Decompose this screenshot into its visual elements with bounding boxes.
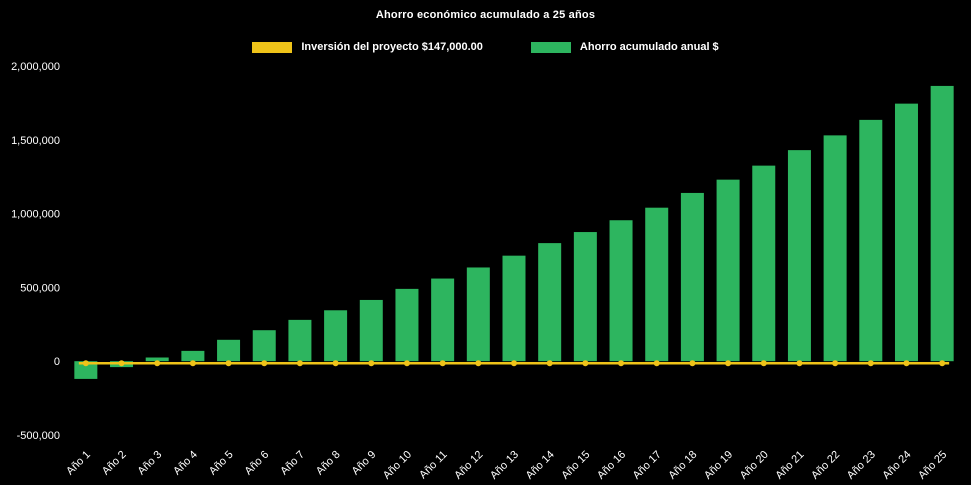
line-marker xyxy=(225,360,232,367)
line-marker xyxy=(261,360,268,367)
bar xyxy=(930,85,954,362)
x-tick-label: Año 6 xyxy=(243,449,272,478)
line-marker xyxy=(867,360,874,367)
x-tick-label: Año 19 xyxy=(702,449,735,482)
bar xyxy=(645,207,669,362)
y-tick-label: -500,000 xyxy=(17,430,60,442)
y-tick-label: 500,000 xyxy=(20,282,60,294)
x-tick-label: Año 21 xyxy=(773,449,806,482)
line-marker xyxy=(82,360,89,367)
line-marker xyxy=(725,360,732,367)
bar xyxy=(181,350,205,362)
x-tick-label: Año 22 xyxy=(809,449,842,482)
bar xyxy=(145,357,169,362)
x-tick-label: Año 18 xyxy=(666,449,699,482)
x-tick-label: Año 4 xyxy=(171,449,200,478)
bar xyxy=(716,179,740,362)
x-tick-label: Año 14 xyxy=(524,449,557,482)
x-tick-label: Año 8 xyxy=(314,449,343,478)
x-tick-label: Año 2 xyxy=(100,449,129,478)
legend-item-savings: Ahorro acumulado anual $ xyxy=(530,41,719,53)
chart-title: Ahorro económico acumulado a 25 años xyxy=(375,9,596,21)
bar xyxy=(787,150,811,362)
line-marker xyxy=(939,360,946,367)
line-marker xyxy=(582,360,589,367)
line-marker xyxy=(189,360,196,367)
line-marker xyxy=(653,360,660,367)
legend-item-investment: Inversión del proyecto $147,000.00 xyxy=(252,41,483,53)
bar xyxy=(359,299,383,362)
line-marker xyxy=(903,360,910,367)
x-tick-label: Año 1 xyxy=(64,449,93,478)
y-tick-label: 0 xyxy=(54,356,60,368)
bar xyxy=(431,278,455,362)
line-marker xyxy=(118,360,125,367)
line-marker xyxy=(475,360,482,367)
bar xyxy=(395,288,419,362)
bar xyxy=(609,220,633,362)
line-marker xyxy=(546,360,553,367)
x-tick-label: Año 10 xyxy=(381,449,414,482)
bar xyxy=(288,319,312,362)
bar xyxy=(324,310,348,362)
x-tick-label: Año 13 xyxy=(488,449,521,482)
y-tick-label: 1,500,000 xyxy=(11,135,60,147)
bar xyxy=(466,267,490,362)
legend-label-investment: Inversión del proyecto $147,000.00 xyxy=(301,41,483,53)
line-marker xyxy=(332,360,339,367)
line-marker xyxy=(439,360,446,367)
x-tick-label: Año 20 xyxy=(738,449,771,482)
x-tick-label: Año 16 xyxy=(595,449,628,482)
bar xyxy=(859,119,883,362)
bar xyxy=(894,103,918,362)
x-tick-label: Año 9 xyxy=(350,449,379,478)
chart-legend: Inversión del proyecto $147,000.00 Ahorr… xyxy=(0,41,971,53)
line-marker xyxy=(368,360,375,367)
line-marker xyxy=(154,360,161,367)
y-tick-label: 1,000,000 xyxy=(11,209,60,221)
x-tick-label: Año 15 xyxy=(559,449,592,482)
line-marker xyxy=(796,360,803,367)
bar xyxy=(573,232,597,362)
bar xyxy=(74,361,98,379)
bar xyxy=(680,192,704,362)
x-tick-label: Año 17 xyxy=(631,449,664,482)
x-tick-label: Año 12 xyxy=(452,449,485,482)
line-marker xyxy=(296,360,303,367)
bar xyxy=(217,339,241,362)
line-marker xyxy=(689,360,696,367)
x-tick-label: Año 5 xyxy=(207,449,236,478)
investment-swatch xyxy=(252,41,293,53)
bar xyxy=(502,255,526,362)
line-marker xyxy=(760,360,767,367)
x-tick-label: Año 11 xyxy=(417,449,450,482)
line-marker xyxy=(403,360,410,367)
x-tick-label: Año 23 xyxy=(845,449,878,482)
bar xyxy=(823,135,847,362)
bar xyxy=(252,330,276,362)
x-tick-label: Año 25 xyxy=(916,449,949,482)
savings-swatch xyxy=(530,41,571,53)
line-marker xyxy=(511,360,517,367)
x-tick-label: Año 3 xyxy=(136,449,165,478)
line-marker xyxy=(618,360,625,367)
legend-label-savings: Ahorro acumulado anual $ xyxy=(579,41,719,53)
bar xyxy=(538,243,562,362)
y-tick-label: 2,000,000 xyxy=(11,61,60,73)
x-tick-label: Año 24 xyxy=(880,449,913,482)
x-tick-label: Año 7 xyxy=(278,449,307,478)
bar xyxy=(752,165,776,362)
line-marker xyxy=(832,360,839,367)
